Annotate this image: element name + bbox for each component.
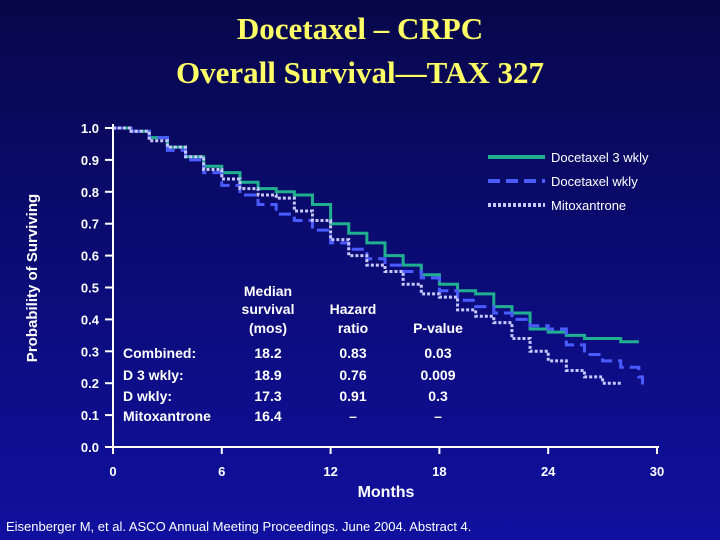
x-tick-label: 0 [109, 464, 116, 479]
chart-title-line-2: Overall Survival—TAX 327 [176, 55, 544, 90]
table-header-hazard: ratio [338, 320, 368, 336]
table-header-pvalue: P-value [413, 320, 463, 336]
citation: Eisenberger M, et al. ASCO Annual Meetin… [6, 519, 472, 534]
survival-curve-docetaxel-wkly [113, 126, 644, 390]
table-cell: 0.009 [420, 367, 455, 383]
y-tick-label: 0.5 [81, 281, 99, 296]
legend-label: Docetaxel wkly [551, 174, 638, 189]
y-tick-label: 0.8 [81, 185, 99, 200]
y-tick-label: 0.2 [81, 376, 99, 391]
legend-label: Mitoxantrone [551, 198, 626, 213]
y-tick-label: 0.7 [81, 217, 99, 232]
table-cell: 0.83 [339, 345, 366, 361]
y-tick-label: 0.9 [81, 153, 99, 168]
x-tick-label: 18 [432, 464, 446, 479]
table-header-median: survival [242, 301, 295, 317]
table-cell: 0.76 [339, 367, 366, 383]
table-header-median: (mos) [249, 320, 287, 336]
table-cell: 16.4 [254, 408, 281, 424]
y-tick-label: 0.4 [81, 312, 100, 327]
y-tick-label: 0.3 [81, 344, 99, 359]
table-cell: 18.9 [254, 367, 281, 383]
table-header-median: Median [244, 283, 292, 299]
chart-title-line-1: Docetaxel – CRPC [236, 11, 484, 46]
table-row-label: Mitoxantrone [123, 408, 211, 424]
x-tick-label: 24 [541, 464, 556, 479]
x-tick-label: 12 [323, 464, 337, 479]
x-tick-label: 6 [218, 464, 225, 479]
table-header-hazard: Hazard [330, 301, 377, 317]
table-cell: 18.2 [254, 345, 281, 361]
y-tick-label: 1.0 [81, 121, 99, 136]
table-cell: – [349, 408, 357, 424]
table-row-label: Combined: [123, 345, 196, 361]
x-axis-label: Months [357, 484, 415, 501]
x-tick-label: 30 [650, 464, 664, 479]
table-cell: 0.91 [339, 388, 366, 404]
table-row-label: D wkly: [123, 388, 172, 404]
survival-curve-mitoxantrone [113, 126, 621, 385]
table-cell: – [434, 408, 442, 424]
y-tick-label: 0.6 [81, 249, 99, 264]
legend-label: Docetaxel 3 wkly [551, 150, 649, 165]
table-cell: 17.3 [254, 388, 281, 404]
table-cell: 0.3 [428, 388, 448, 404]
table-row-label: D 3 wkly: [123, 367, 184, 383]
y-tick-label: 0.0 [81, 440, 99, 455]
table-cell: 0.03 [424, 345, 451, 361]
y-tick-label: 0.1 [81, 408, 99, 423]
